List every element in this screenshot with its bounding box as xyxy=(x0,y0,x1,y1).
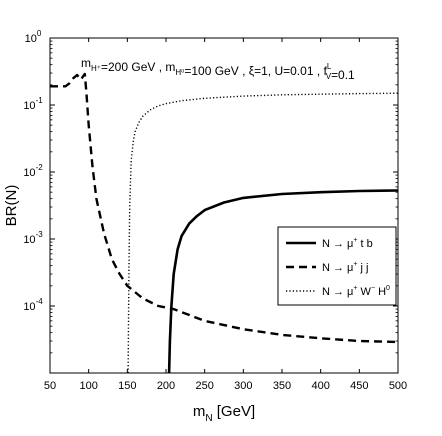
y-tick-label: 100 xyxy=(25,29,42,45)
legend-label: N → μ+ W− H0 xyxy=(322,285,390,298)
y-tick-label: 10-1 xyxy=(23,96,43,112)
legend-label: N → μ+ t b xyxy=(322,237,373,250)
parameter-annotation: mH⁺=200 GeV , mH⁰=100 GeV , ξ=1, U=0.01 … xyxy=(81,56,355,82)
plot-frame xyxy=(49,37,399,374)
y-tick-label: 10-3 xyxy=(23,230,43,246)
x-axis-label: mN [GeV] xyxy=(193,403,255,424)
series-line-dashed xyxy=(50,72,399,344)
series-group xyxy=(50,72,399,374)
axis-labels: mN [GeV] BR(N) xyxy=(3,185,255,424)
x-tick-label: 50 xyxy=(44,380,56,392)
x-tick-label: 300 xyxy=(234,380,252,392)
legend: N → μ+ t b N → μ+ j j N → μ+ W− H0 xyxy=(277,226,397,306)
x-tick-label: 150 xyxy=(118,380,136,392)
y-tick-label: 10-4 xyxy=(23,297,43,313)
x-tick-label: 200 xyxy=(157,380,175,392)
series-line-solid xyxy=(167,189,399,374)
legend-box xyxy=(277,226,397,306)
axes-frame xyxy=(49,37,399,374)
annotation-text: mH⁺=200 GeV , mH⁰=100 GeV , ξ=1, U=0.01 … xyxy=(81,56,355,82)
x-tick-label: 500 xyxy=(389,380,407,392)
y-tick-label: 10-2 xyxy=(23,163,43,179)
x-tick-label: 400 xyxy=(311,380,329,392)
x-tick-label: 100 xyxy=(79,380,97,392)
y-axis-label: BR(N) xyxy=(3,185,20,227)
x-tick-label: 250 xyxy=(195,380,213,392)
legend-label: N → μ+ j j xyxy=(322,261,369,274)
series-line-dotted xyxy=(127,92,399,374)
y-axis-ticks: 100 10-1 10-2 10-3 10-4 xyxy=(23,29,398,354)
x-axis-ticks: 50 100 150 200 250 300 350 400 450 500 xyxy=(44,38,407,392)
x-tick-label: 350 xyxy=(273,380,291,392)
x-tick-label: 450 xyxy=(350,380,368,392)
